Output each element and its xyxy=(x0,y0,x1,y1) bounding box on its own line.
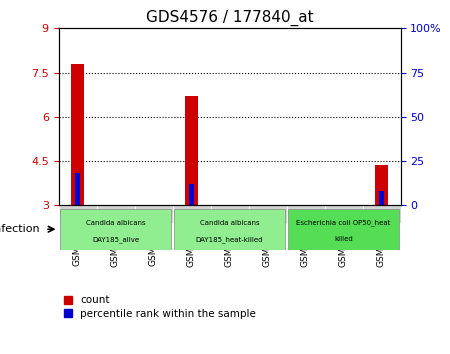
Bar xyxy=(71,64,84,205)
Bar xyxy=(211,205,248,223)
Bar xyxy=(324,205,363,223)
Bar xyxy=(135,205,172,223)
Bar xyxy=(375,166,388,205)
Text: DAY185_heat-killed: DAY185_heat-killed xyxy=(196,236,263,243)
Text: Escherichia coli OP50_heat: Escherichia coli OP50_heat xyxy=(296,220,391,227)
Bar xyxy=(363,205,400,223)
Text: infection: infection xyxy=(0,224,40,234)
Text: Candida albicans: Candida albicans xyxy=(86,220,145,226)
Bar xyxy=(288,209,399,250)
Title: GDS4576 / 177840_at: GDS4576 / 177840_at xyxy=(146,9,313,25)
Bar xyxy=(96,205,135,223)
Bar xyxy=(58,205,96,223)
Bar xyxy=(189,184,194,205)
Bar xyxy=(185,96,198,205)
Text: killed: killed xyxy=(334,236,353,242)
Bar xyxy=(248,205,287,223)
Text: Candida albicans: Candida albicans xyxy=(200,220,259,226)
Bar xyxy=(172,205,211,223)
Bar xyxy=(378,191,384,205)
Bar xyxy=(175,209,284,250)
Bar xyxy=(75,173,81,205)
Legend: count, percentile rank within the sample: count, percentile rank within the sample xyxy=(64,296,256,319)
Bar xyxy=(287,205,324,223)
Text: DAY185_alive: DAY185_alive xyxy=(92,236,139,243)
Bar xyxy=(60,209,171,250)
